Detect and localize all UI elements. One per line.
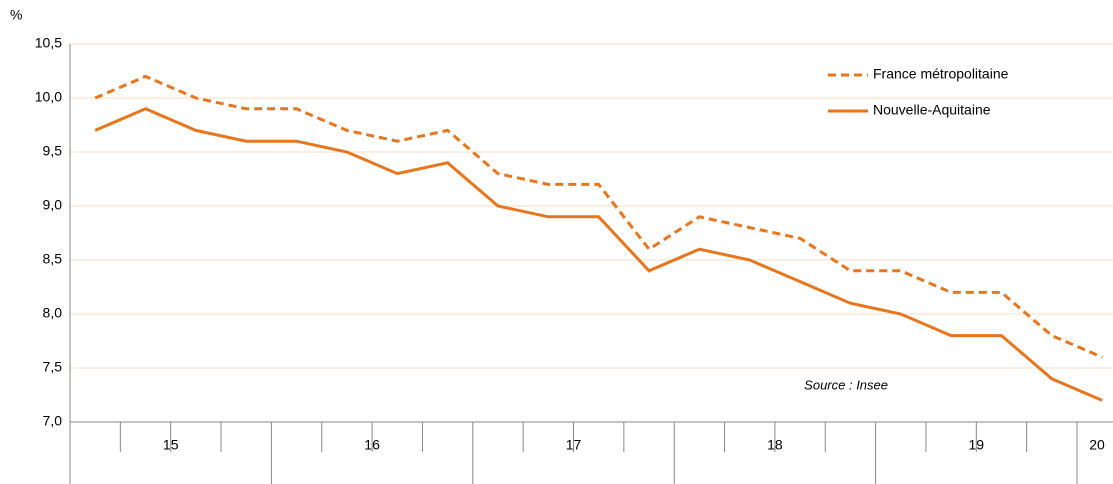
y-tick-label: 10,5 — [35, 35, 62, 51]
source-note: Source : Insee — [804, 377, 888, 392]
y-tick-label: 8,5 — [43, 251, 63, 267]
x-group-label: 15 — [163, 437, 179, 453]
y-tick-label: 9,0 — [43, 197, 63, 213]
line-series — [94, 107, 1103, 402]
y-tick-label: 7,0 — [43, 413, 63, 429]
x-group-label: 17 — [566, 437, 582, 453]
legend-label: Nouvelle-Aquitaine — [873, 102, 991, 118]
y-tick-label: 7,5 — [43, 359, 63, 375]
y-axis-label: % — [10, 7, 22, 23]
x-group-label: 19 — [969, 437, 985, 453]
y-tick-label: 8,0 — [43, 305, 63, 321]
x-group-label: 20 — [1089, 437, 1105, 453]
y-tick-label: 10,0 — [35, 89, 62, 105]
y-tick-label: 9,5 — [43, 143, 63, 159]
line-series — [94, 74, 1103, 359]
x-group-label: 16 — [364, 437, 380, 453]
legend-label: France métropolitaine — [873, 66, 1009, 82]
x-group-label: 18 — [767, 437, 783, 453]
